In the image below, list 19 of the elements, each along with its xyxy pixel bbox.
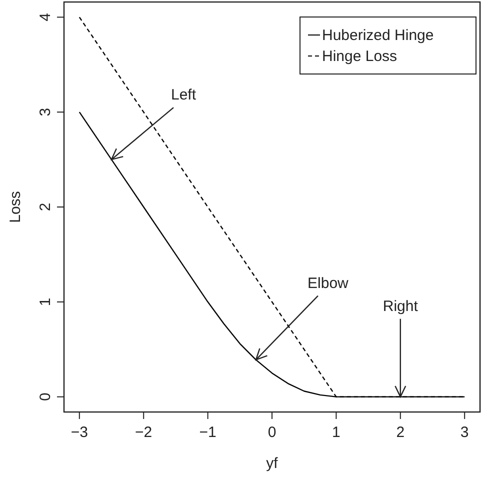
y-tick-label: 3: [37, 108, 54, 116]
x-tick-label: 2: [396, 424, 405, 441]
y-tick-label: 4: [37, 13, 54, 22]
x-tick-label: 3: [460, 424, 469, 441]
legend-label: Huberized Hinge: [322, 27, 434, 44]
x-tick-label: −2: [135, 424, 152, 441]
x-tick-label: −1: [199, 424, 216, 441]
legend-label: Hinge Loss: [322, 48, 398, 65]
x-axis-title: yf: [266, 455, 279, 472]
annotation: Elbow: [308, 274, 349, 292]
y-axis-title: Loss: [7, 191, 24, 223]
annotation: Right: [382, 298, 419, 315]
annotation: Left: [170, 86, 197, 104]
x-tick-label: −3: [70, 424, 88, 441]
x-tick-label: 0: [268, 424, 276, 441]
y-tick-label: 2: [37, 202, 54, 212]
x-tick-label: 1: [332, 424, 340, 441]
y-tick-label: 0: [37, 392, 54, 401]
y-tick-label: 1: [37, 298, 54, 306]
